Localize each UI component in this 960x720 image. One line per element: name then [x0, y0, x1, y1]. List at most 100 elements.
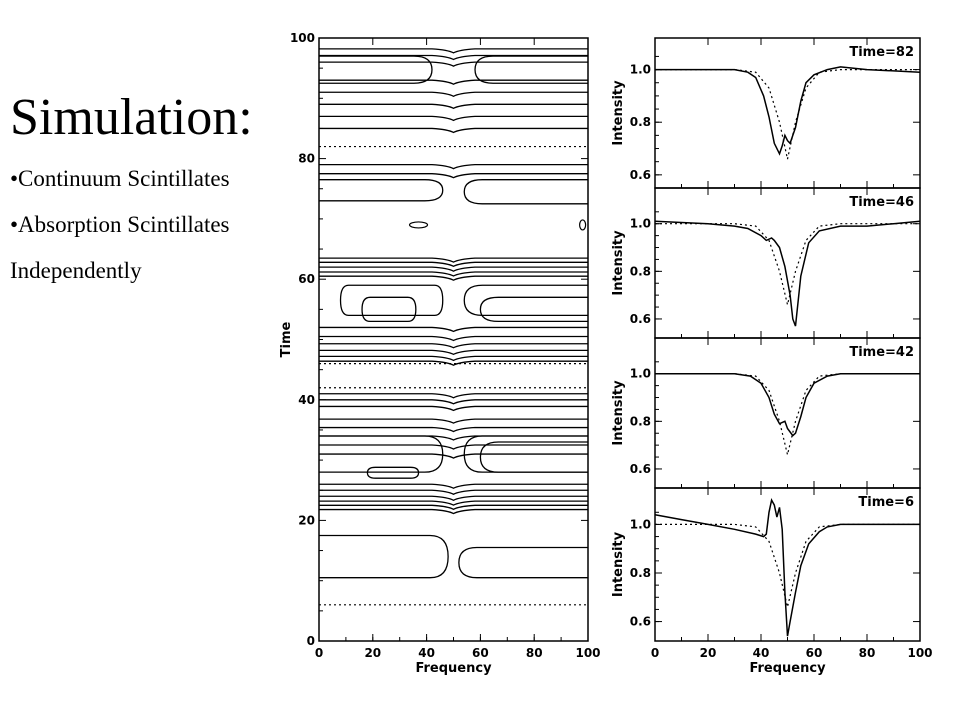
x-tick-label: 20	[364, 646, 381, 660]
contour-line	[319, 444, 588, 450]
x-axis-label: Frequency	[749, 661, 826, 676]
y-tick-label: 0.6	[630, 615, 651, 629]
spectrum-panel: 0.6 0.8 1.0 Intensity Time=42	[611, 337, 921, 489]
panel-annotation: Time=82	[849, 45, 914, 60]
y-tick-label: 0.8	[630, 414, 651, 428]
panel-frame	[654, 337, 921, 489]
contour-line	[319, 173, 588, 179]
contour-line	[319, 257, 588, 263]
y-tick-label: 1.0	[630, 63, 651, 77]
y-axis-label: Intensity	[611, 230, 626, 296]
panel-annotation: Time=42	[849, 345, 914, 360]
contour-line	[319, 163, 588, 170]
contour-line	[319, 261, 588, 268]
y-tick-label: 0.8	[630, 264, 651, 278]
contour-lobe	[366, 466, 420, 479]
spectrum-panel: 0.6 0.8 1.0 0 20 40 60 80 100 Frequency Intensity T…	[611, 487, 933, 676]
contour-lobe	[463, 284, 588, 317]
y-tick-label: 0.6	[630, 462, 651, 476]
x-tick-label: 100	[907, 646, 932, 660]
panel-annotation: Time=46	[849, 195, 914, 210]
x-tick-label: 60	[806, 646, 823, 660]
y-tick-label: 60	[298, 272, 315, 286]
y-tick-label: 80	[298, 152, 315, 166]
contour-lobe	[463, 435, 588, 473]
contour-line	[319, 426, 588, 433]
contour-line	[319, 500, 588, 506]
y-tick-label: 40	[298, 393, 315, 407]
contour-line	[319, 418, 588, 424]
contour-lobe	[319, 435, 444, 473]
contour-line	[319, 335, 588, 342]
contour-line	[319, 399, 588, 405]
observed-line	[655, 372, 920, 437]
contour-lobe	[479, 296, 588, 323]
contour-line	[319, 127, 588, 134]
y-tick-label: 0.8	[630, 566, 651, 580]
y-axis-label: Intensity	[611, 80, 626, 146]
contour-lobe	[463, 179, 588, 205]
y-tick-label: 0.6	[630, 168, 651, 182]
x-tick-label: 80	[859, 646, 876, 660]
contour-line	[319, 495, 588, 502]
y-tick-label: 0.6	[630, 312, 651, 326]
y-tick-label: 1.0	[630, 217, 651, 231]
observed-line	[655, 66, 921, 156]
contour-line	[319, 275, 588, 281]
x-tick-label: 80	[526, 646, 543, 660]
y-axis-label: Intensity	[611, 531, 626, 597]
contour-island	[579, 219, 587, 231]
panel-frame	[654, 37, 921, 189]
contour-line	[319, 326, 588, 333]
reference-dotted-line	[655, 223, 920, 305]
bullet-absorption: •Absorption Scintillates	[10, 212, 230, 237]
contour-line	[319, 405, 588, 412]
observed-line	[654, 497, 920, 637]
contour-line	[319, 115, 588, 122]
x-tick-label: 40	[418, 646, 435, 660]
contour-line	[319, 271, 588, 277]
contour-line	[319, 343, 588, 349]
contour-lobe	[479, 441, 588, 473]
contour-island	[408, 221, 429, 229]
contour-line	[319, 393, 588, 399]
contour-line	[319, 508, 588, 515]
y-axis-label: Intensity	[611, 380, 626, 446]
x-tick-label: 60	[472, 646, 489, 660]
contour-line	[319, 48, 588, 54]
slide-title: Simulation:	[10, 89, 253, 146]
reference-dotted-line	[655, 373, 920, 455]
contour-lobe	[319, 179, 444, 202]
y-tick-label: 100	[290, 31, 315, 45]
bullet-continuum: •Continuum Scintillates	[10, 166, 230, 191]
contour-line	[319, 435, 588, 441]
contour-line	[319, 266, 588, 272]
spectra-plots: 0.6 0.8 1.0 Intensity Time=82 0.6 0.8 1.0 Intens…	[611, 37, 933, 676]
y-axis-label: Time	[279, 321, 294, 357]
panel-frame	[654, 487, 921, 642]
reference-dotted-line	[655, 523, 920, 608]
y-tick-label: 1.0	[630, 517, 651, 531]
contour-line	[319, 54, 588, 61]
contour-line	[319, 489, 588, 495]
x-tick-label: 20	[700, 646, 717, 660]
contour-line	[319, 504, 588, 511]
contour-line	[319, 349, 588, 356]
y-tick-label: 0	[307, 634, 315, 648]
y-tick-label: 1.0	[630, 367, 651, 381]
contour-line	[319, 453, 588, 459]
x-tick-label: 0	[315, 646, 323, 660]
x-tick-label: 0	[651, 646, 659, 660]
x-axis-label: Frequency	[415, 661, 492, 676]
reference-dotted-line	[655, 68, 920, 160]
y-tick-label: 0.8	[630, 115, 651, 129]
panel-frame	[654, 187, 921, 339]
contour-lobe	[458, 546, 588, 579]
observed-line	[654, 220, 921, 327]
bullet-independently: Independently	[10, 258, 142, 283]
contour-lobe	[319, 55, 433, 84]
contour-line	[319, 103, 588, 110]
spectrum-panel: 0.6 0.8 1.0 Intensity Time=46	[611, 187, 921, 339]
contour-line	[319, 355, 588, 362]
